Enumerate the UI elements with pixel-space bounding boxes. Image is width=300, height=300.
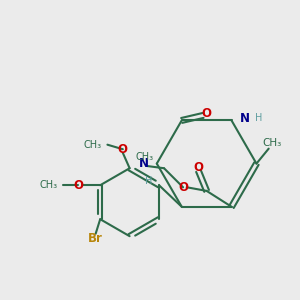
- Text: CH₃: CH₃: [263, 138, 282, 148]
- Text: H: H: [145, 176, 152, 186]
- Text: O: O: [178, 181, 188, 194]
- Text: O: O: [202, 107, 212, 120]
- Text: O: O: [74, 179, 83, 192]
- Text: O: O: [118, 143, 128, 156]
- Text: CH₃: CH₃: [83, 140, 101, 150]
- Text: N: N: [139, 157, 148, 170]
- Text: N: N: [240, 112, 250, 125]
- Text: CH₃: CH₃: [39, 180, 57, 190]
- Text: O: O: [194, 161, 203, 174]
- Text: CH₃: CH₃: [136, 152, 154, 162]
- Text: Br: Br: [88, 232, 103, 245]
- Text: H: H: [255, 113, 262, 123]
